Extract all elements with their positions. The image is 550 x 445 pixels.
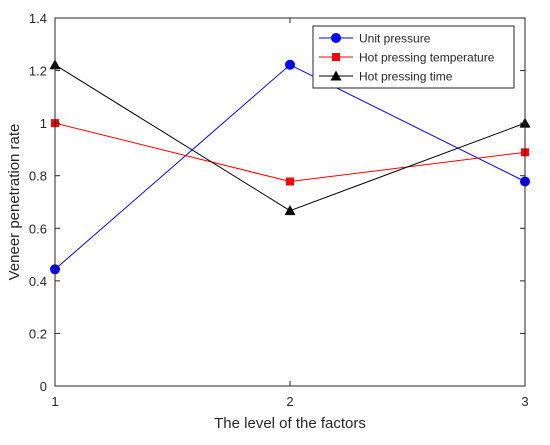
plot-frame xyxy=(54,17,526,387)
y-tick-label: 1 xyxy=(40,116,47,131)
legend-marker xyxy=(332,53,340,61)
y-tick-label: 0.4 xyxy=(29,274,47,289)
x-tick-label: 3 xyxy=(521,394,528,409)
data-point xyxy=(285,59,295,70)
x-tick-label: 2 xyxy=(286,394,293,409)
y-tick-label: 1.4 xyxy=(29,11,47,26)
legend-marker xyxy=(330,70,342,81)
y-tick-label: 0.2 xyxy=(29,326,47,341)
legend-marker xyxy=(331,33,341,43)
y-tick-label: 0.6 xyxy=(29,221,47,236)
legend-item: Unit pressure xyxy=(319,32,431,46)
data-point xyxy=(286,177,294,186)
legend-label: Hot pressing time xyxy=(359,70,453,84)
legend-item: Hot pressing temperature xyxy=(319,51,495,65)
legend-label: Hot pressing temperature xyxy=(359,51,495,65)
axes: 0 0.2 0.4 0.6 0.8 1 1.2 1.4 1 2 3 xyxy=(29,11,529,409)
x-tick-label: 1 xyxy=(51,394,58,409)
y-axis-label: Veneer penetration rate xyxy=(6,124,23,281)
legend: Unit pressure Hot pressing temperature Hot… xyxy=(312,25,515,89)
x-axis-label: The level of the factors xyxy=(214,415,366,432)
y-tick-label: 1.2 xyxy=(29,64,47,79)
data-point xyxy=(284,205,296,216)
legend-label: Unit pressure xyxy=(359,32,431,46)
y-tick-label: 0 xyxy=(40,379,47,394)
legend-item: Hot pressing time xyxy=(319,70,453,84)
y-tick-label: 0.8 xyxy=(29,169,47,184)
